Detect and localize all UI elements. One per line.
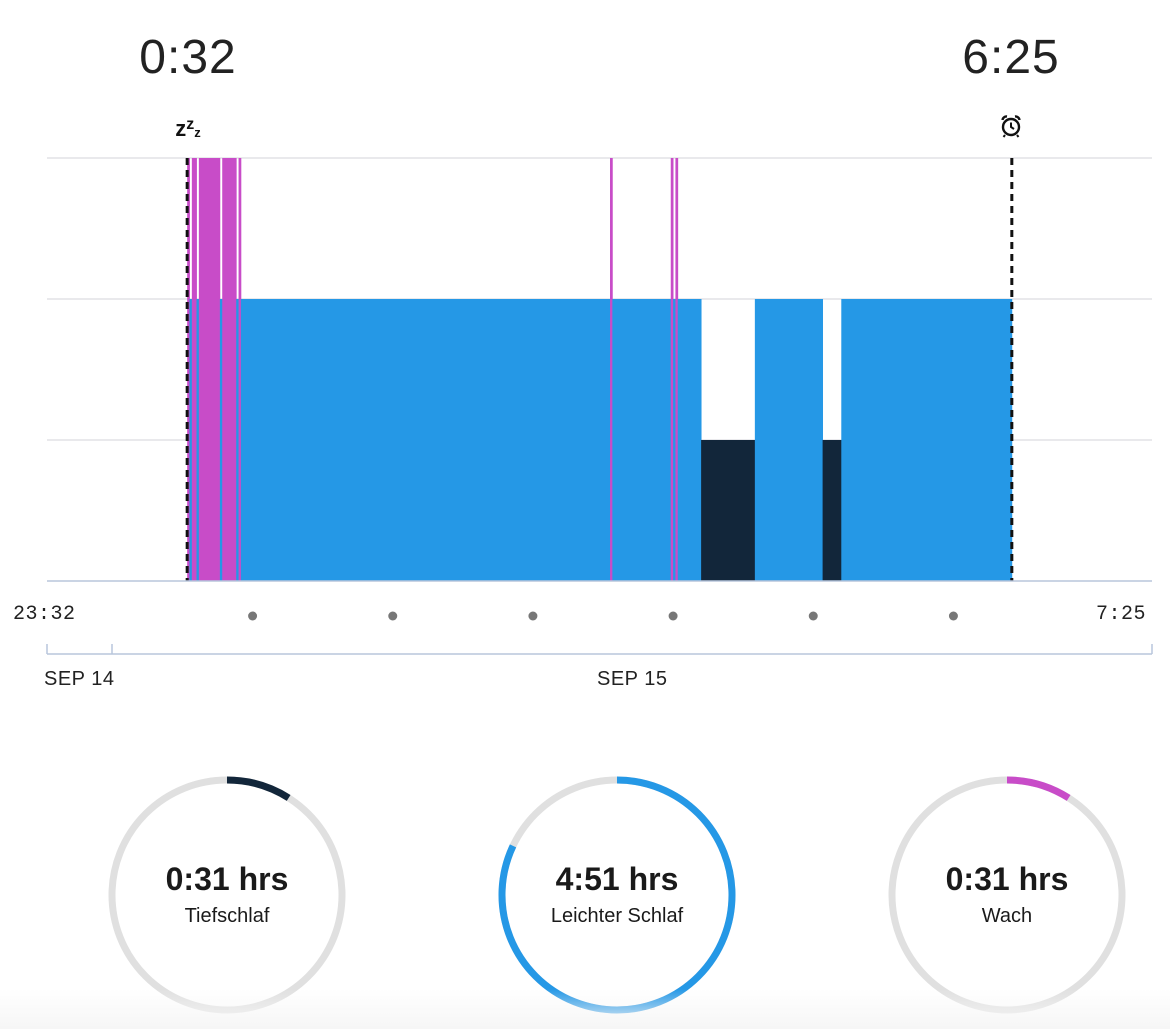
segment-light-13 [673, 299, 676, 581]
light-sleep-ring: 4:51 hrs Leichter Schlaf [497, 775, 737, 1015]
ring-progress-arc [888, 776, 1126, 1014]
deep-sleep-ring: 0:31 hrs Tiefschlaf [107, 775, 347, 1015]
light-sleep-label: Leichter Schlaf [550, 905, 684, 927]
awake-ring: 0:31 hrs Wach [887, 775, 1127, 1015]
segment-wake-0 [187, 158, 190, 581]
segment-wake-10 [610, 158, 613, 581]
segment-light-7 [236, 299, 239, 581]
chart-markers [185, 158, 1014, 581]
hour-tick-dot-2 [528, 611, 538, 621]
hour-tick-dot-1 [388, 611, 398, 621]
segment-light-3 [196, 299, 200, 581]
segment-light-15 [677, 299, 702, 581]
segment-wake-6 [222, 158, 237, 581]
deep-sleep-duration: 0:31 hrs [165, 861, 289, 897]
alarm-clock-icon [1000, 114, 1022, 143]
awake-label: Wach [981, 905, 1033, 927]
segment-deep-16 [701, 440, 756, 581]
segment-light-17 [754, 299, 824, 581]
segment-wake-2 [191, 158, 197, 581]
date-label-sep15: SEP 15 [597, 668, 668, 690]
ring-progress-arc [108, 776, 346, 1014]
hour-tick-dot-3 [668, 611, 678, 621]
hour-tick-dot-5 [948, 611, 958, 621]
hour-tick-dot-4 [808, 611, 818, 621]
time-axis [46, 580, 1153, 655]
segment-light-1 [189, 299, 193, 581]
date-label-sep14: SEP 14 [44, 668, 115, 690]
hour-tick-dot-0 [248, 611, 258, 621]
segment-light-19 [841, 299, 1013, 581]
segment-light-9 [240, 299, 611, 581]
sleep-stage-chart [46, 157, 1153, 655]
axis-end-label: 7:25 [1095, 603, 1146, 626]
segment-light-11 [612, 299, 672, 581]
axis-start-label: 23:32 [13, 603, 76, 626]
segment-wake-14 [675, 158, 679, 581]
segment-deep-18 [822, 440, 842, 581]
awake-duration: 0:31 hrs [945, 861, 1069, 897]
sleep-start-time: 0:32 [139, 31, 237, 84]
deep-sleep-label: Tiefschlaf [184, 905, 270, 927]
segment-light-5 [219, 299, 223, 581]
chart-segments [187, 158, 1013, 581]
segment-wake-8 [238, 158, 242, 581]
segment-wake-12 [670, 158, 674, 581]
wake-time: 6:25 [962, 31, 1060, 84]
light-sleep-duration: 4:51 hrs [555, 861, 679, 897]
segment-wake-4 [198, 158, 221, 581]
zzz-icon: zzz [175, 116, 201, 141]
